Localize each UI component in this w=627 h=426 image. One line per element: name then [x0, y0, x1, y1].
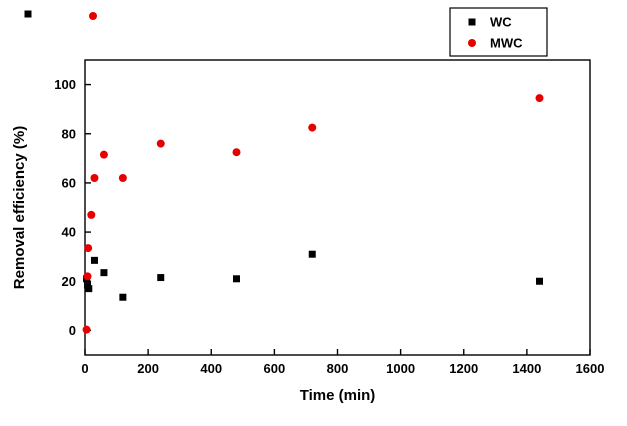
data-point-mwc — [99, 150, 108, 159]
legend: WC MWC — [449, 7, 548, 57]
series-mwc — [82, 94, 544, 334]
legend-label-wc: WC — [490, 15, 512, 30]
x-tick-label: 1400 — [512, 361, 541, 376]
x-tick-label: 200 — [137, 361, 159, 376]
data-point-wc — [84, 281, 92, 289]
series-wc — [83, 250, 543, 301]
data-point-mwc — [156, 139, 165, 148]
y-tick-label: 0 — [69, 323, 76, 338]
data-point-mwc — [84, 244, 93, 253]
y-tick-label: 100 — [54, 77, 76, 92]
data-point-wc — [157, 274, 165, 282]
data-point-wc — [233, 275, 240, 283]
data-point-mwc — [118, 174, 127, 182]
x-tick-label: 0 — [81, 361, 88, 376]
x-tick-label: 1200 — [449, 361, 478, 376]
data-point-mwc — [82, 325, 91, 334]
data-point-wc — [119, 293, 127, 301]
y-tick-label: 40 — [62, 225, 76, 240]
data-point-wc — [90, 256, 98, 264]
data-point-mwc — [232, 148, 241, 157]
data-point-mwc — [308, 123, 317, 132]
x-tick-label: 800 — [327, 361, 349, 376]
y-tick-label: 60 — [62, 175, 76, 190]
plot-frame — [84, 59, 591, 356]
stray-marker-1 — [89, 12, 97, 20]
legend-label-mwc: MWC — [490, 36, 523, 51]
x-tick-label: 400 — [200, 361, 222, 376]
data-point-mwc — [87, 210, 96, 219]
stray-marker-0 — [24, 10, 32, 18]
legend-marker-mwc — [468, 39, 476, 47]
y-axis-title: Removal efficiency (%) — [11, 126, 28, 289]
x-axis-title: Time (min) — [300, 387, 376, 404]
y-tick-label: 20 — [62, 274, 76, 289]
x-tick-label: 1000 — [386, 361, 415, 376]
data-point-wc — [85, 285, 93, 293]
data-point-mwc — [83, 272, 92, 281]
data-point-wc — [308, 250, 316, 258]
legend-marker-wc — [468, 18, 476, 26]
data-point-wc — [100, 269, 108, 277]
data-point-wc — [536, 277, 543, 285]
y-tick-label: 80 — [62, 126, 76, 141]
legend-box — [449, 7, 548, 57]
x-tick-label: 600 — [264, 361, 286, 376]
x-tick-label: 1600 — [576, 361, 605, 376]
data-point-mwc — [90, 174, 99, 182]
data-point-mwc — [535, 94, 544, 103]
